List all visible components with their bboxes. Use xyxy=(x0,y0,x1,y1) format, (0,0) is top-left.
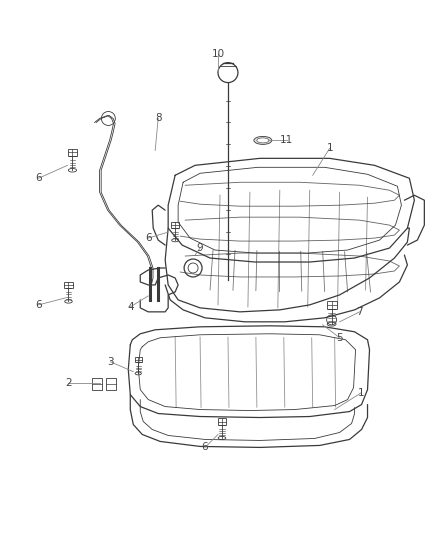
Text: 11: 11 xyxy=(280,135,293,146)
Bar xyxy=(327,301,336,309)
Bar xyxy=(218,418,226,425)
Bar xyxy=(92,378,102,390)
Ellipse shape xyxy=(172,239,179,242)
Text: 5: 5 xyxy=(336,333,343,343)
Text: 6: 6 xyxy=(202,442,208,453)
Text: 6: 6 xyxy=(145,233,152,243)
Text: 8: 8 xyxy=(155,114,162,124)
Text: 4: 4 xyxy=(127,302,134,312)
Text: 6: 6 xyxy=(35,300,42,310)
Bar xyxy=(106,378,117,390)
Ellipse shape xyxy=(327,322,336,326)
Text: 10: 10 xyxy=(212,49,225,59)
Bar xyxy=(171,222,179,228)
Text: 1: 1 xyxy=(326,143,333,154)
Ellipse shape xyxy=(65,300,72,303)
Text: 3: 3 xyxy=(107,357,113,367)
Text: 1: 1 xyxy=(358,387,365,398)
Ellipse shape xyxy=(257,138,269,143)
Bar xyxy=(68,149,77,156)
Bar xyxy=(135,357,142,362)
Ellipse shape xyxy=(218,437,226,440)
Text: 6: 6 xyxy=(35,173,42,183)
Ellipse shape xyxy=(254,136,272,144)
Bar xyxy=(64,281,73,288)
Ellipse shape xyxy=(68,168,77,172)
Text: 7: 7 xyxy=(356,307,363,317)
Text: 2: 2 xyxy=(65,378,72,387)
Ellipse shape xyxy=(135,372,141,375)
Text: 9: 9 xyxy=(197,243,203,253)
